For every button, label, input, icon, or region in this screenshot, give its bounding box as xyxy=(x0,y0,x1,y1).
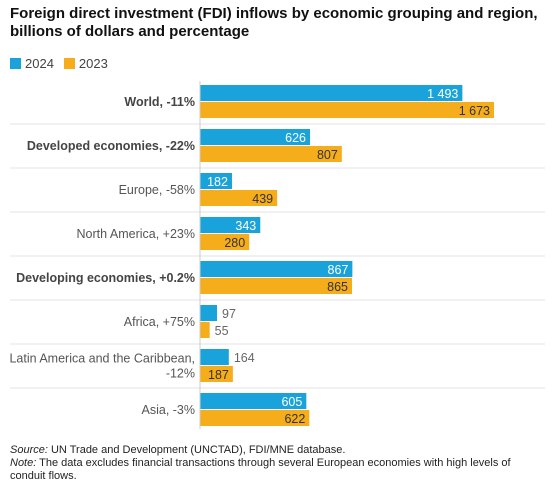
legend-swatch-2024 xyxy=(10,58,21,69)
data-label-2024: 182 xyxy=(207,175,228,189)
category-label: -12% xyxy=(166,367,195,381)
bar-2023 xyxy=(200,322,210,338)
data-label-2024: 1 493 xyxy=(427,87,458,101)
category-label: Asia, -3% xyxy=(142,403,196,417)
source-label: Source: xyxy=(10,444,48,456)
data-label-2024: 626 xyxy=(285,131,306,145)
data-label-2023: 1 673 xyxy=(459,104,490,118)
legend-item-2024: 2024 xyxy=(10,56,54,71)
source-note: Source: UN Trade and Development (UNCTAD… xyxy=(10,444,545,457)
data-label-2024: 164 xyxy=(234,351,255,365)
bar-2024 xyxy=(200,305,218,321)
category-label: Developed economies, -22% xyxy=(27,139,195,153)
note-label: Note: xyxy=(10,457,37,469)
bar-2024 xyxy=(200,349,229,365)
data-label-2024: 97 xyxy=(222,307,236,321)
category-label: Developing economies, +0.2% xyxy=(16,271,195,285)
legend-label-2023: 2023 xyxy=(78,56,108,71)
chart-title: Foreign direct investment (FDI) inflows … xyxy=(10,5,538,40)
bar-2023 xyxy=(200,366,233,382)
bar-2023 xyxy=(200,278,353,294)
data-label-2023: 439 xyxy=(252,192,273,206)
data-label-2023: 865 xyxy=(327,280,348,294)
category-label: World, -11% xyxy=(124,95,195,109)
data-label-2023: 807 xyxy=(317,148,338,162)
bar-2024 xyxy=(200,217,261,233)
bar-2024 xyxy=(200,129,311,145)
category-label: Europe, -58% xyxy=(119,183,195,197)
bar-2024 xyxy=(200,85,463,101)
bar-2024 xyxy=(200,393,307,409)
data-note: Note: The data excludes financial transa… xyxy=(10,457,545,483)
data-label-2023: 55 xyxy=(215,324,229,338)
legend-label-2024: 2024 xyxy=(25,56,54,71)
legend-item-2023: 2023 xyxy=(63,56,108,71)
data-label-2023: 280 xyxy=(224,236,245,250)
bar-2023 xyxy=(200,146,342,162)
data-label-2023: 622 xyxy=(284,412,305,426)
data-label-2024: 605 xyxy=(281,395,302,409)
bar-2023 xyxy=(200,410,310,426)
category-label: Africa, +75% xyxy=(124,315,195,329)
bar-2023 xyxy=(200,190,278,206)
source-text: UN Trade and Development (UNCTAD), FDI/M… xyxy=(47,444,346,456)
note-text: The data excludes financial transactions… xyxy=(10,457,511,482)
data-label-2024: 343 xyxy=(235,219,256,233)
bar-2023 xyxy=(200,102,494,118)
data-label-2023: 187 xyxy=(208,368,229,382)
legend-swatch-2023 xyxy=(63,58,75,69)
bar-2023 xyxy=(200,234,250,250)
bar-2024 xyxy=(200,173,232,189)
chart-footer: Source: UN Trade and Development (UNCTAD… xyxy=(10,444,545,483)
category-label: North America, +23% xyxy=(77,227,195,241)
legend: 2024 2023 xyxy=(10,56,118,71)
data-label-2024: 867 xyxy=(328,263,349,277)
bar-2024 xyxy=(200,261,353,277)
category-label: Latin America and the Caribbean, xyxy=(9,352,195,366)
